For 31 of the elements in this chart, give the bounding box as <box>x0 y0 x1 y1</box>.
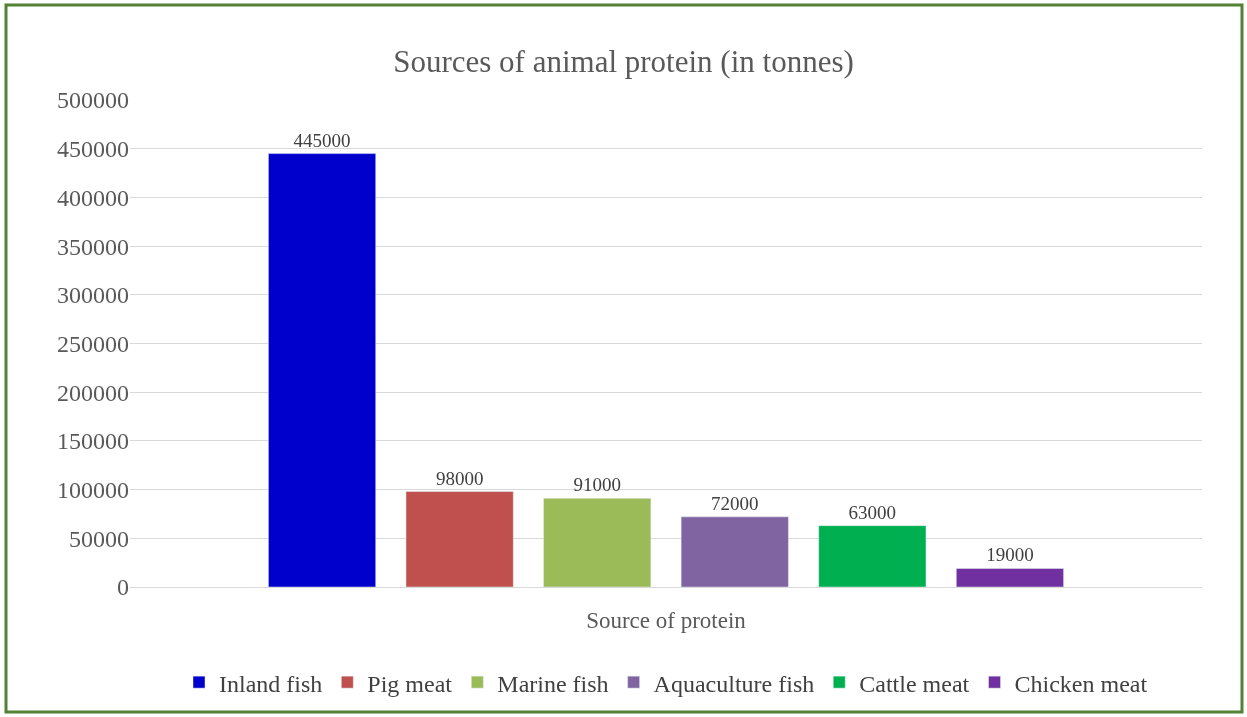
y-tick-label: 350000 <box>57 233 129 260</box>
bar <box>543 498 652 587</box>
legend-label: Cattle meat <box>859 670 970 697</box>
y-tick-label: 50000 <box>69 525 129 552</box>
data-label: 91000 <box>573 474 621 496</box>
bar <box>268 153 376 587</box>
bar <box>405 491 514 587</box>
legend-label: Pig meat <box>367 670 453 697</box>
legend-label: Aquaculture fish <box>653 670 815 697</box>
y-tick-label: 200000 <box>57 379 129 406</box>
y-tick-label: 400000 <box>57 184 129 211</box>
y-tick-label: 250000 <box>57 330 129 357</box>
legend-label: Chicken meat <box>1014 670 1148 697</box>
y-tick-label: 300000 <box>57 282 129 309</box>
x-axis-title: Source of protein <box>586 608 747 633</box>
y-tick-label: 100000 <box>57 477 129 503</box>
data-label: 72000 <box>711 492 759 514</box>
legend-label: Marine fish <box>497 670 609 697</box>
data-label: 98000 <box>435 467 484 489</box>
y-tick-label: 500000 <box>57 87 129 114</box>
data-label: 445000 <box>293 129 351 151</box>
y-tick-label: 0 <box>117 574 129 601</box>
data-label: 19000 <box>986 544 1034 566</box>
bar <box>680 516 789 587</box>
chart-title: Sources of animal protein (in tonnes) <box>393 43 854 79</box>
bar <box>956 568 1064 587</box>
legend-label: Inland fish <box>219 670 323 697</box>
bar <box>818 525 927 587</box>
data-label: 63000 <box>848 501 897 523</box>
y-tick-label: 150000 <box>57 428 129 455</box>
y-tick-label: 450000 <box>57 136 129 163</box>
